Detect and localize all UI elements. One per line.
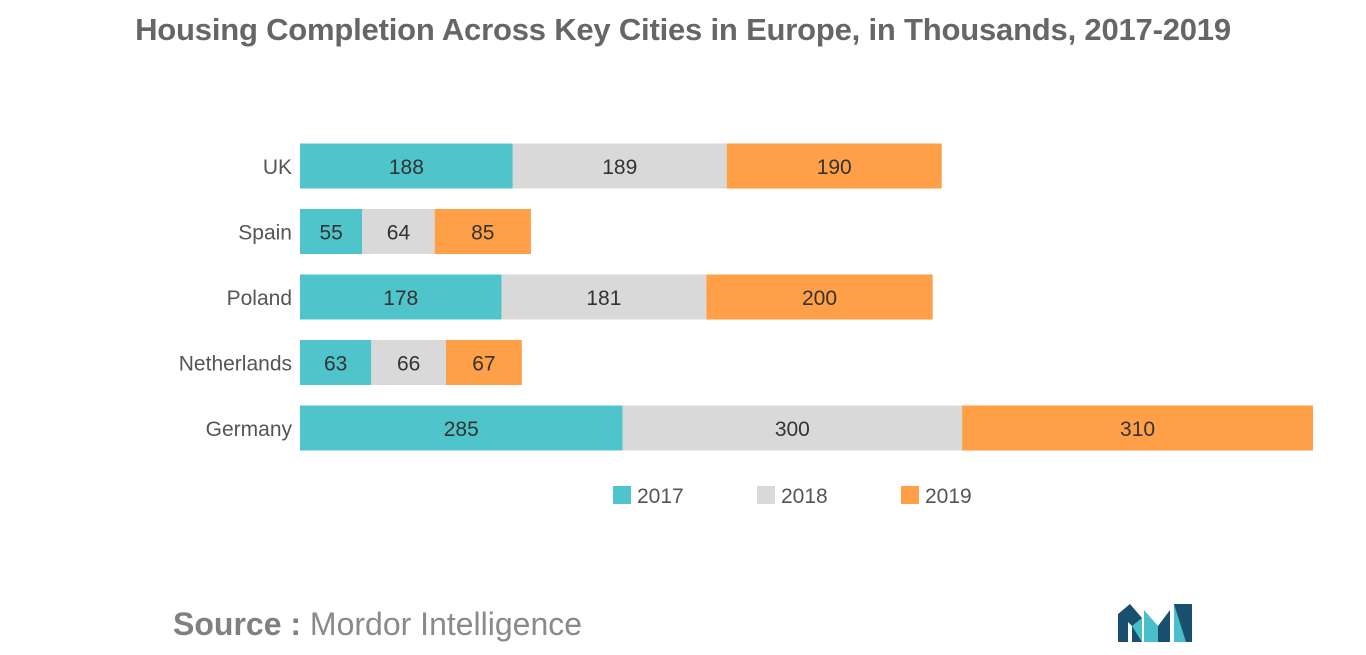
data-label: 188	[389, 156, 424, 179]
source-label: Source :	[173, 606, 302, 642]
data-label: 85	[471, 222, 494, 245]
bar-segment	[512, 143, 727, 189]
bar-segment	[362, 209, 435, 254]
mordor-intelligence-logo	[1118, 604, 1192, 642]
category-label: Spain	[238, 222, 292, 245]
category-label: Germany	[206, 418, 293, 441]
bar-segment	[300, 209, 363, 254]
bar-segment	[371, 340, 447, 385]
bar-segment	[300, 274, 502, 320]
bar-segment	[300, 405, 623, 451]
bar-segment	[300, 340, 372, 385]
data-label: 285	[444, 418, 479, 441]
data-label: 63	[324, 353, 347, 376]
source-text: Mordor Intelligence	[309, 606, 583, 642]
data-label: 190	[817, 156, 852, 179]
data-label: 181	[586, 287, 621, 310]
bar-segment	[962, 405, 1313, 451]
legend-label: 2017	[637, 485, 684, 508]
legend-label: 2019	[925, 485, 972, 508]
category-label: Poland	[227, 287, 292, 310]
data-label: 189	[602, 156, 637, 179]
data-label: 300	[775, 418, 810, 441]
data-label: 64	[387, 222, 411, 245]
bar-segment	[726, 143, 942, 189]
bar-segment	[501, 274, 707, 320]
bar-segment	[434, 209, 531, 254]
legend-swatch	[901, 486, 919, 504]
data-label: 200	[802, 287, 837, 310]
source-note: Source : Mordor Intelligence	[173, 606, 582, 643]
bar-segment	[706, 274, 933, 320]
data-label: 67	[472, 353, 495, 376]
bar-segment	[622, 405, 963, 451]
bar-segment	[446, 340, 522, 385]
bar-segment	[300, 143, 513, 189]
data-label: 55	[319, 222, 342, 245]
legend-swatch	[757, 486, 775, 504]
data-label: 66	[397, 353, 420, 376]
data-label: 310	[1120, 418, 1155, 441]
data-label: 178	[383, 287, 418, 310]
legend-swatch	[613, 486, 631, 504]
category-label: UK	[263, 156, 292, 179]
legend-label: 2018	[781, 485, 828, 508]
chart-title: Housing Completion Across Key Cities in …	[135, 12, 1231, 47]
category-label: Netherlands	[179, 353, 292, 376]
